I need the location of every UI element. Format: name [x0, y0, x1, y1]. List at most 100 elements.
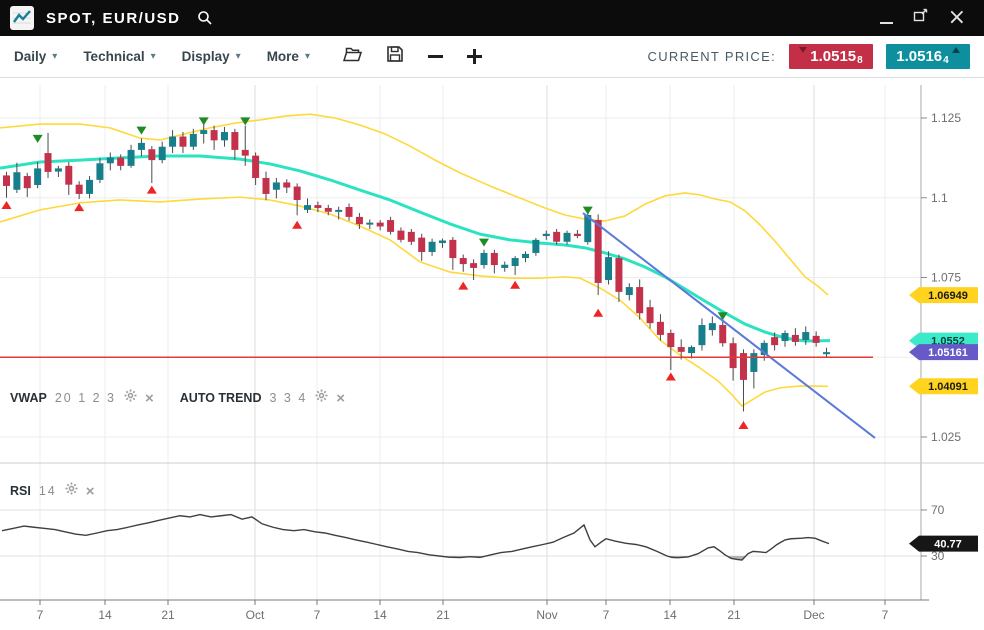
candle [179, 136, 187, 147]
candle [470, 263, 478, 268]
sell-signal-icon [198, 117, 209, 126]
vwap-indicator-label: VWAP 20 1 2 3 × [10, 389, 154, 407]
auto-trendline[interactable] [582, 212, 876, 439]
svg-text:14: 14 [373, 608, 387, 622]
candle [646, 307, 654, 324]
sell-signal-icon [582, 206, 593, 215]
menu-technical[interactable]: Technical ▾ [83, 49, 156, 64]
close-icon[interactable]: × [145, 389, 154, 407]
candle [231, 132, 239, 150]
chevron-down-icon: ▾ [304, 51, 310, 62]
candle [791, 334, 799, 342]
candle [117, 157, 125, 166]
candle [802, 332, 810, 341]
rsi-indicator-label: RSI 14 × [10, 482, 95, 500]
zoom-out-icon[interactable] [427, 55, 443, 58]
candle [605, 257, 613, 281]
chevron-down-icon: ▾ [52, 51, 58, 62]
candle [449, 239, 457, 259]
current-price-area: CURRENT PRICE: 1.0515 8 1.0516 4 [648, 44, 970, 69]
candle [688, 347, 696, 354]
grid-layer [0, 85, 921, 600]
zoom-in-icon[interactable] [466, 49, 482, 64]
candle [542, 233, 550, 237]
overlay-indicator-labels: VWAP 20 1 2 3 × AUTO TREND 3 3 4 [10, 389, 363, 407]
app-logo-icon [10, 6, 34, 30]
svg-text:1.06949: 1.06949 [928, 290, 968, 302]
chevron-down-icon: ▾ [150, 51, 156, 62]
candle [314, 205, 322, 208]
buy-signal-icon [292, 220, 303, 229]
buy-signal-icon [74, 203, 85, 212]
candle [501, 264, 509, 268]
time-axis: 7 14 21 Oct 7 14 21 Nov 7 14 21 Dec 7 [37, 600, 889, 622]
window-controls: × [879, 5, 966, 30]
candle [158, 146, 166, 161]
sell-signal-icon [478, 238, 489, 247]
gear-icon[interactable] [124, 389, 137, 407]
candle [719, 325, 727, 344]
candle [220, 132, 228, 141]
candle [438, 240, 446, 244]
svg-text:30: 30 [931, 549, 945, 563]
close-icon[interactable]: × [336, 389, 346, 407]
candle [169, 136, 177, 147]
rsi-value-tag [909, 535, 978, 552]
candle [667, 333, 675, 348]
candle [594, 220, 602, 283]
svg-text:1.075: 1.075 [931, 271, 961, 285]
buy-signal-icon [458, 281, 469, 290]
svg-text:1.125: 1.125 [931, 111, 961, 125]
close-icon[interactable]: × [85, 482, 95, 500]
sell-signal-icon [32, 134, 43, 143]
candle [760, 342, 768, 356]
candle [355, 216, 363, 225]
candle [86, 179, 94, 194]
restore-button[interactable] [913, 8, 928, 28]
menu-display[interactable]: Display ▾ [181, 49, 241, 64]
candles-layer [3, 123, 831, 412]
candle [584, 214, 592, 243]
candle [335, 209, 343, 212]
candle [137, 142, 145, 150]
current-price-label: CURRENT PRICE: [647, 49, 776, 64]
buy-signal-icon [146, 185, 157, 194]
candle [511, 258, 519, 267]
candle [677, 347, 685, 352]
candle [428, 241, 436, 252]
gear-icon[interactable] [315, 389, 328, 407]
save-icon[interactable] [386, 45, 404, 68]
search-icon[interactable] [197, 10, 213, 26]
chart-canvas[interactable]: 1.125 1.1 1.075 1.025 70 30 7 14 21 Oct 7 14 21 Nov 7 1… [0, 78, 984, 625]
chart-area: 1.125 1.1 1.075 1.025 70 30 7 14 21 Oct 7 14 21 Nov 7 1… [0, 78, 984, 625]
candle [490, 252, 498, 266]
open-folder-icon[interactable] [342, 46, 363, 68]
candle [573, 233, 581, 237]
svg-text:7: 7 [603, 608, 610, 622]
menu-timeframe[interactable]: Daily ▾ [14, 49, 58, 64]
candle [418, 237, 426, 252]
sell-signal-icon [136, 126, 147, 135]
candle [812, 335, 820, 343]
candle [252, 155, 260, 178]
candle [407, 231, 415, 242]
candle [698, 325, 706, 346]
candle [96, 163, 104, 180]
candle [636, 287, 644, 314]
rsi-oversold-shading [2, 556, 829, 561]
minimize-button[interactable] [879, 12, 893, 24]
candle [656, 321, 664, 335]
candle [75, 184, 83, 194]
vwap-line [0, 154, 831, 343]
candle [739, 353, 747, 380]
candle [324, 207, 332, 212]
menu-more[interactable]: More ▾ [266, 49, 310, 64]
close-button[interactable]: × [947, 5, 966, 30]
candle [553, 231, 561, 242]
autotrend-indicator-label: AUTO TREND 3 3 4 × [179, 389, 346, 407]
gear-icon[interactable] [65, 482, 78, 500]
candle [200, 130, 208, 134]
ask-price-badge: 1.0516 4 [886, 44, 970, 69]
